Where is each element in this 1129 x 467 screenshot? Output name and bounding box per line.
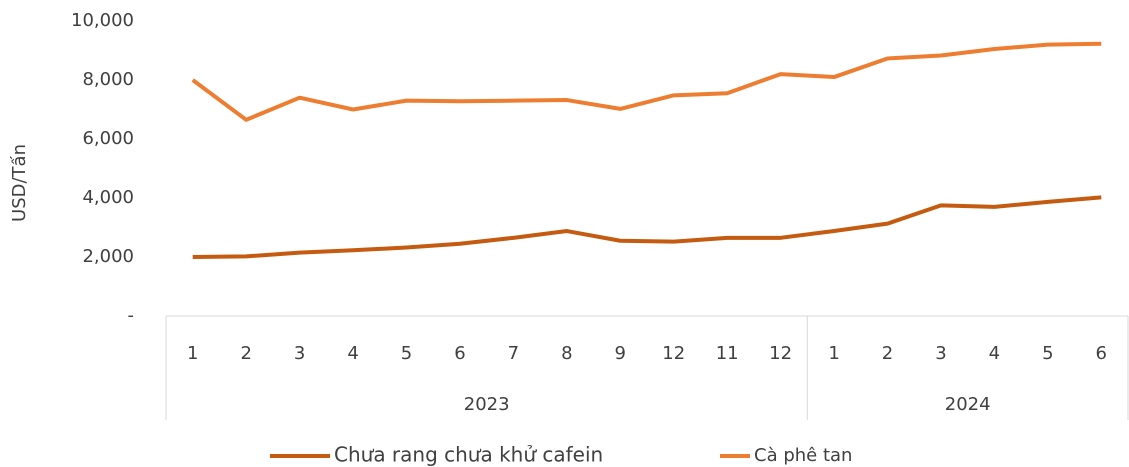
x-tick-label: 3 [294,343,305,364]
x-tick-label: 2 [882,343,893,364]
x-tick-label: 11 [716,343,739,364]
x-tick-label: 1 [828,343,839,364]
series-line [192,195,1102,259]
y-axis-label: USD/Tấn [9,144,30,222]
x-tick-label: 5 [1042,343,1053,364]
y-tick-label: - [128,305,135,326]
y-tick-label: 2,000 [82,246,134,267]
x-tick-label: 5 [401,343,412,364]
x-tick-label: 2 [240,343,251,364]
x-tick-label: 6 [1096,343,1107,364]
legend-label: Cà phê tan [754,445,852,466]
group-label: 2023 [464,394,510,415]
x-tick-label: 8 [561,343,572,364]
x-tick-label: 6 [454,343,465,364]
x-tick-label: 3 [935,343,946,364]
x-tick-label: 4 [989,343,1000,364]
legend-label: Chưa rang chưa khử cafein [334,443,603,467]
x-tick-label: 12 [769,343,792,364]
x-tick-label: 12 [662,343,685,364]
y-tick-label: 4,000 [82,187,134,208]
y-tick-label: 6,000 [82,128,134,149]
series-line [191,41,1102,122]
x-tick-label: 7 [508,343,519,364]
group-label: 2024 [945,394,991,415]
y-tick-label: 8,000 [82,69,134,90]
x-tick-label: 1 [187,343,198,364]
x-tick-label: 9 [615,343,626,364]
y-tick-label: 10,000 [71,10,134,31]
x-tick-label: 4 [347,343,358,364]
